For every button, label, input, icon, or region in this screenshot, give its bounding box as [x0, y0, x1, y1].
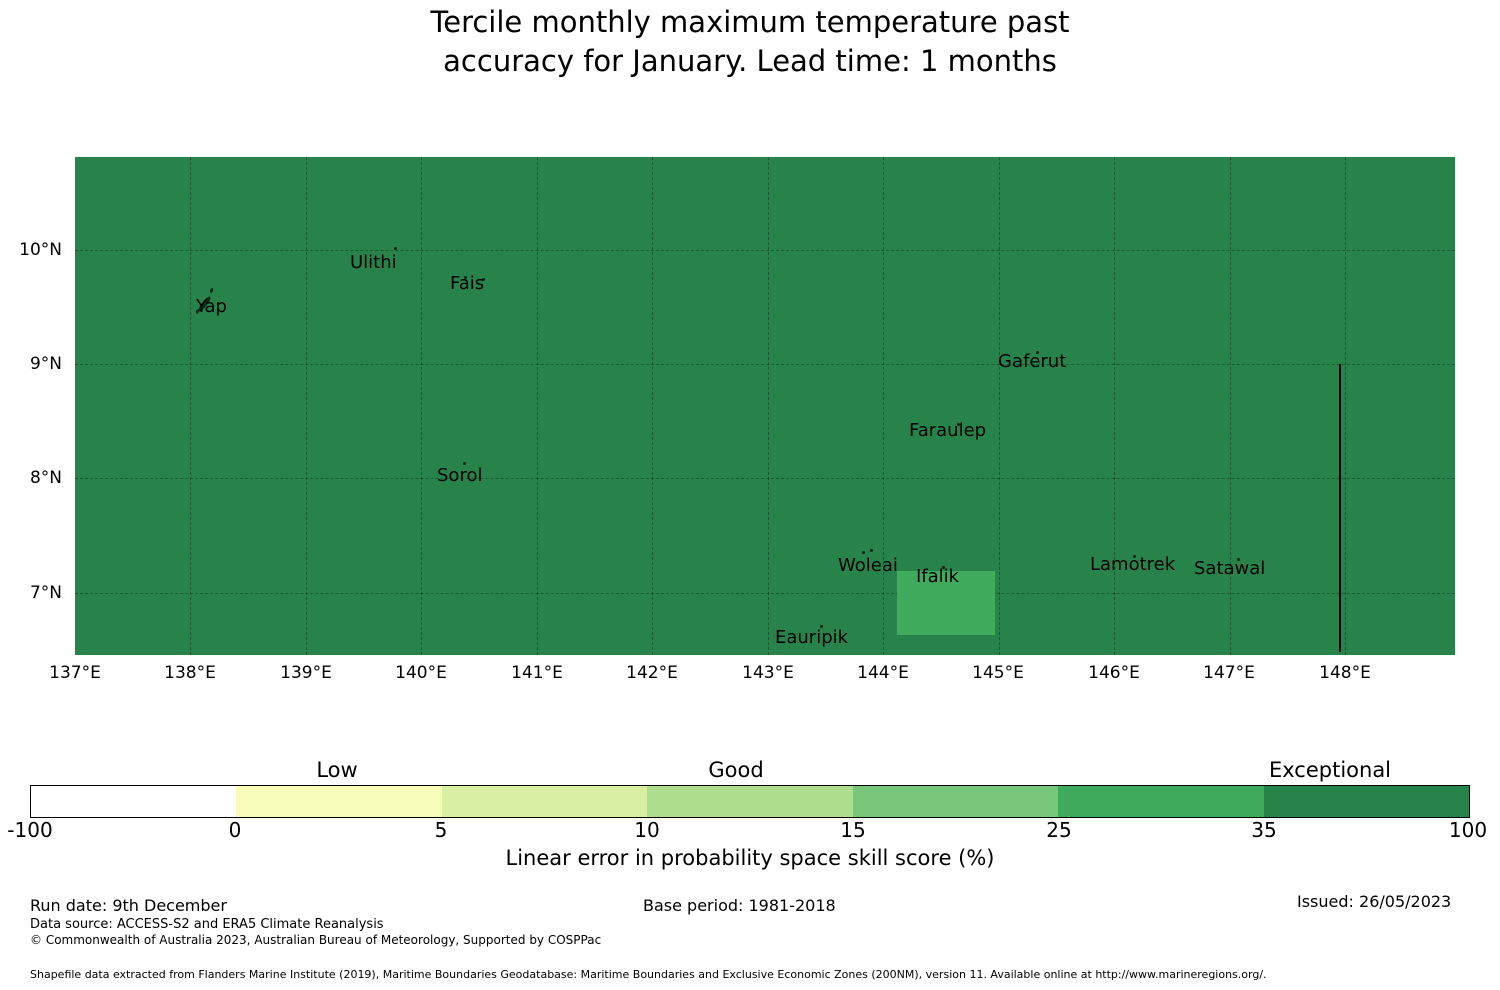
gridline-144e: [883, 157, 884, 655]
x-tick-137e: 137°E: [49, 663, 101, 683]
y-tick-8n: 8°N: [29, 468, 62, 488]
gridline-148e: [1345, 157, 1346, 655]
island-label-eauripik: Eauripik: [775, 627, 849, 648]
copyright-text: © Commonwealth of Australia 2023, Austra…: [30, 933, 602, 947]
data-source-text: Data source: ACCESS-S2 and ERA5 Climate …: [30, 917, 384, 932]
colorbar-segment-5: [852, 786, 1059, 817]
colorbar-segment-2: [236, 786, 442, 817]
island-label-faraulep: Faraulep: [909, 420, 987, 441]
x-tick-147e: 147°E: [1203, 663, 1255, 683]
y-tick-10n: 10°N: [19, 240, 62, 260]
island-marker-dot-eauripik: [820, 625, 823, 628]
colorbar-tick-0: 0: [228, 818, 242, 842]
colorbar-tick-15: 15: [840, 818, 866, 842]
x-tick-140e: 140°E: [395, 663, 447, 683]
x-tick-138e: 138°E: [164, 663, 216, 683]
run-date-text: Run date: 9th December: [30, 896, 227, 915]
eez-boundary-line: [1339, 364, 1341, 652]
island-label-satawal: Satawal: [1194, 558, 1266, 579]
island-label-gaferut: Gaferut: [998, 351, 1067, 372]
island-marker-dot-fais: [464, 276, 467, 279]
title-line-2: accuracy for January. Lead time: 1 month…: [443, 44, 1057, 78]
y-tick-7n: 7°N: [29, 583, 62, 603]
gridline-146e: [1114, 157, 1115, 655]
x-tick-145e: 145°E: [972, 663, 1024, 683]
island-label-fais: Fais: [450, 273, 485, 294]
gridline-10n: [75, 250, 1455, 251]
island-label-ifalik: Ifalik: [916, 566, 960, 587]
island-marker-dot-ulithi: [394, 247, 397, 250]
colorbar-axis-label: Linear error in probability space skill …: [505, 846, 995, 870]
colorbar-segment-3: [441, 786, 648, 817]
figure-title: Tercile monthly maximum temperature past…: [0, 3, 1500, 81]
shapefile-note: Shapefile data extracted from Flanders M…: [30, 968, 1267, 981]
island-marker-dot-sorol: [463, 462, 466, 465]
x-tick-143e: 143°E: [742, 663, 794, 683]
island-marker-dot-woleai: [862, 551, 865, 554]
x-tick-148e: 148°E: [1319, 663, 1371, 683]
island-marker-dot-lamotrek: [1133, 555, 1136, 558]
island-marker-dot-ifalik: [942, 566, 945, 569]
colorbar-tick-10: 10: [634, 818, 660, 842]
gridline-143e: [768, 157, 769, 655]
x-tick-146e: 146°E: [1088, 663, 1140, 683]
colorbar-tick-100: 100: [1448, 818, 1488, 842]
gridline-8n: [75, 478, 1455, 479]
gridline-139e: [306, 157, 307, 655]
colorbar-segment-4: [647, 786, 853, 817]
island-marker-dot-faraulep: [957, 423, 960, 426]
island-label-sorol: Sorol: [437, 465, 483, 486]
gridline-145e: [999, 157, 1000, 655]
gridline-147e: [1230, 157, 1231, 655]
colorbar-segment-6: [1058, 786, 1264, 817]
skill-cell-ifalik: [897, 571, 995, 635]
x-tick-141e: 141°E: [511, 663, 563, 683]
island-marker-dot-woleai: [870, 549, 873, 552]
yap-island-shape: [209, 287, 214, 294]
gridline-141e: [537, 157, 538, 655]
island-label-woleai: Woleai: [838, 555, 898, 576]
island-marker-dot-fais: [482, 278, 485, 281]
x-tick-144e: 144°E: [857, 663, 909, 683]
title-line-1: Tercile monthly maximum temperature past: [430, 5, 1070, 39]
map-plot-area: Yap Ulithi Fais Sorol Gaferut Faraulep W…: [75, 157, 1455, 655]
colorbar-tier-exceptional: Exceptional: [1268, 758, 1392, 782]
gridline-9n: [75, 364, 1455, 365]
island-marker-dot-satawal: [1237, 558, 1240, 561]
colorbar-tier-good: Good: [708, 758, 764, 782]
gridline-7n: [75, 593, 1455, 594]
colorbar-tick-25: 25: [1046, 818, 1072, 842]
x-tick-142e: 142°E: [626, 663, 678, 683]
colorbar-tier-low: Low: [316, 758, 358, 782]
colorbar-tick-35: 35: [1251, 818, 1277, 842]
colorbar-tick--100: -100: [7, 818, 53, 842]
island-marker-dot-gaferut: [1036, 351, 1039, 354]
island-label-yap: Yap: [196, 296, 227, 317]
colorbar-segment-1: [31, 786, 237, 817]
issued-date-text: Issued: 26/05/2023: [1297, 892, 1452, 911]
island-label-ulithi: Ulithi: [350, 252, 397, 273]
gridline-140e: [421, 157, 422, 655]
gridline-142e: [652, 157, 653, 655]
x-tick-139e: 139°E: [280, 663, 332, 683]
gridline-138e: [190, 157, 191, 655]
colorbar-segment-7: [1263, 786, 1469, 817]
colorbar-tick-5: 5: [434, 818, 448, 842]
base-period-text: Base period: 1981-2018: [643, 896, 836, 915]
island-label-lamotrek: Lamotrek: [1090, 554, 1176, 575]
colorbar: [30, 785, 1470, 818]
y-tick-9n: 9°N: [29, 354, 62, 374]
